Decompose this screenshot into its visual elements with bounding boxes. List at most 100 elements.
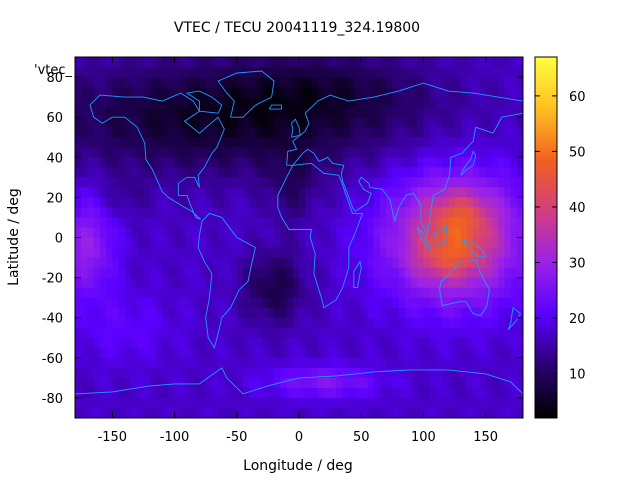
- heatmap-cell: [448, 347, 456, 359]
- heatmap-cell: [168, 207, 176, 219]
- heatmap-cell: [286, 187, 294, 198]
- heatmap-cell: [236, 327, 244, 339]
- heatmap-cell: [305, 397, 313, 409]
- heatmap-cell: [392, 297, 400, 309]
- heatmap-cell: [516, 67, 523, 78]
- heatmap-cell: [379, 177, 387, 188]
- heatmap-cell: [255, 407, 263, 418]
- heatmap-cell: [510, 57, 518, 68]
- heatmap-cell: [516, 107, 523, 118]
- heatmap-cell: [311, 287, 319, 299]
- heatmap-cell: [255, 237, 263, 249]
- heatmap-cell: [473, 107, 481, 118]
- heatmap-cell: [330, 167, 337, 178]
- heatmap-cell: [491, 147, 499, 158]
- heatmap-cell: [323, 207, 331, 219]
- heatmap-cell: [218, 77, 225, 88]
- heatmap-cell: [342, 277, 350, 289]
- heatmap-cell: [93, 247, 101, 259]
- heatmap-cell: [317, 387, 325, 399]
- heatmap-cell: [323, 177, 331, 188]
- heatmap-cell: [261, 277, 269, 289]
- heatmap-cell: [417, 217, 425, 229]
- heatmap-cell: [75, 357, 82, 369]
- heatmap-cell: [299, 227, 306, 239]
- heatmap-cell: [280, 137, 288, 148]
- heatmap-cell: [429, 297, 437, 309]
- heatmap-cell: [286, 67, 294, 78]
- heatmap-cell: [131, 237, 138, 249]
- heatmap-cell: [174, 167, 182, 178]
- heatmap-cell: [460, 137, 468, 148]
- heatmap-cell: [174, 267, 182, 279]
- heatmap-cell: [75, 197, 82, 209]
- heatmap-cell: [473, 157, 481, 168]
- heatmap-cell: [473, 377, 481, 389]
- heatmap-cell: [404, 327, 412, 339]
- heatmap-cell: [299, 377, 306, 389]
- heatmap-cell: [392, 87, 400, 98]
- heatmap-cell: [379, 407, 387, 418]
- heatmap-cell: [392, 197, 400, 209]
- heatmap-cell: [149, 127, 157, 138]
- heatmap-cell: [467, 167, 474, 178]
- heatmap-cell: [404, 127, 412, 138]
- heatmap-cell: [317, 207, 325, 219]
- heatmap-cell: [467, 277, 474, 289]
- heatmap-cell: [261, 267, 269, 279]
- heatmap-cell: [93, 237, 101, 249]
- heatmap-cell: [261, 397, 269, 409]
- heatmap-cell: [81, 287, 89, 299]
- heatmap-cell: [392, 77, 400, 88]
- heatmap-cell: [112, 87, 120, 98]
- heatmap-cell: [299, 57, 306, 68]
- heatmap-cell: [224, 57, 232, 68]
- heatmap-cell: [93, 127, 101, 138]
- heatmap-cell: [286, 207, 294, 219]
- heatmap-cell: [81, 177, 89, 188]
- heatmap-cell: [305, 217, 313, 229]
- heatmap-cell: [504, 387, 512, 399]
- heatmap-cell: [379, 157, 387, 168]
- heatmap-cell: [305, 307, 313, 319]
- heatmap-cell: [286, 347, 294, 359]
- heatmap-cell: [162, 197, 169, 209]
- heatmap-cell: [423, 227, 431, 239]
- heatmap-cell: [348, 187, 356, 198]
- heatmap-cell: [205, 137, 213, 148]
- heatmap-cell: [485, 257, 493, 269]
- heatmap-cell: [218, 337, 225, 349]
- heatmap-cell: [429, 377, 437, 389]
- heatmap-cell: [398, 127, 406, 138]
- heatmap-cell: [243, 97, 250, 108]
- heatmap-cell: [230, 377, 238, 389]
- heatmap-cell: [99, 177, 107, 188]
- heatmap-cell: [386, 337, 393, 349]
- heatmap-cell: [75, 237, 82, 249]
- heatmap-cell: [106, 347, 113, 359]
- heatmap-cell: [429, 207, 437, 219]
- heatmap-cell: [485, 227, 493, 239]
- heatmap-cell: [249, 207, 257, 219]
- heatmap-cell: [168, 67, 176, 78]
- heatmap-cell: [510, 337, 518, 349]
- heatmap-cell: [180, 317, 188, 329]
- heatmap-cell: [292, 247, 300, 259]
- heatmap-cell: [361, 167, 369, 178]
- heatmap-cell: [162, 77, 169, 88]
- heatmap-cell: [323, 57, 331, 68]
- heatmap-cell: [174, 297, 182, 309]
- heatmap-cell: [124, 267, 132, 279]
- heatmap-cell: [81, 87, 89, 98]
- heatmap-cell: [429, 257, 437, 269]
- heatmap-cell: [516, 297, 523, 309]
- heatmap-cell: [106, 307, 113, 319]
- heatmap-cell: [199, 247, 207, 259]
- heatmap-cell: [467, 57, 474, 68]
- heatmap-cell: [249, 367, 257, 379]
- heatmap-cell: [454, 387, 462, 399]
- heatmap-cell: [249, 107, 257, 118]
- heatmap-cell: [180, 397, 188, 409]
- heatmap-cell: [124, 247, 132, 259]
- heatmap-cell: [87, 267, 95, 279]
